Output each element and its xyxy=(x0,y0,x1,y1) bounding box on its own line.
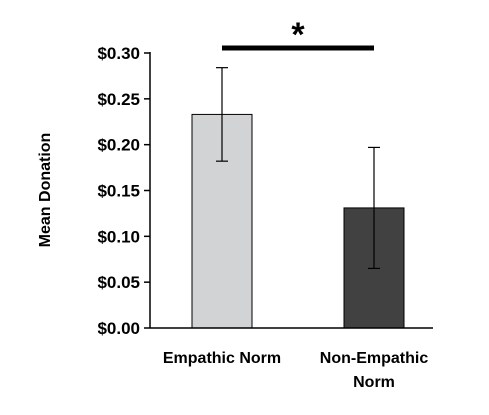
y-tick-label: $0.00 xyxy=(97,319,140,338)
y-tick-label: $0.20 xyxy=(97,136,140,155)
x-tick-label: Norm xyxy=(353,374,395,391)
y-tick-label: $0.05 xyxy=(97,273,140,292)
significance-label: * xyxy=(291,16,305,54)
x-tick-label: Empathic Norm xyxy=(163,350,281,367)
x-tick-label: Non-Empathic xyxy=(320,350,429,367)
y-tick-label: $0.15 xyxy=(97,182,140,201)
y-axis-title: Mean Donation xyxy=(37,133,54,248)
y-tick-label: $0.25 xyxy=(97,90,140,109)
y-tick-label: $0.10 xyxy=(97,227,140,246)
y-tick-label: $0.30 xyxy=(97,44,140,63)
